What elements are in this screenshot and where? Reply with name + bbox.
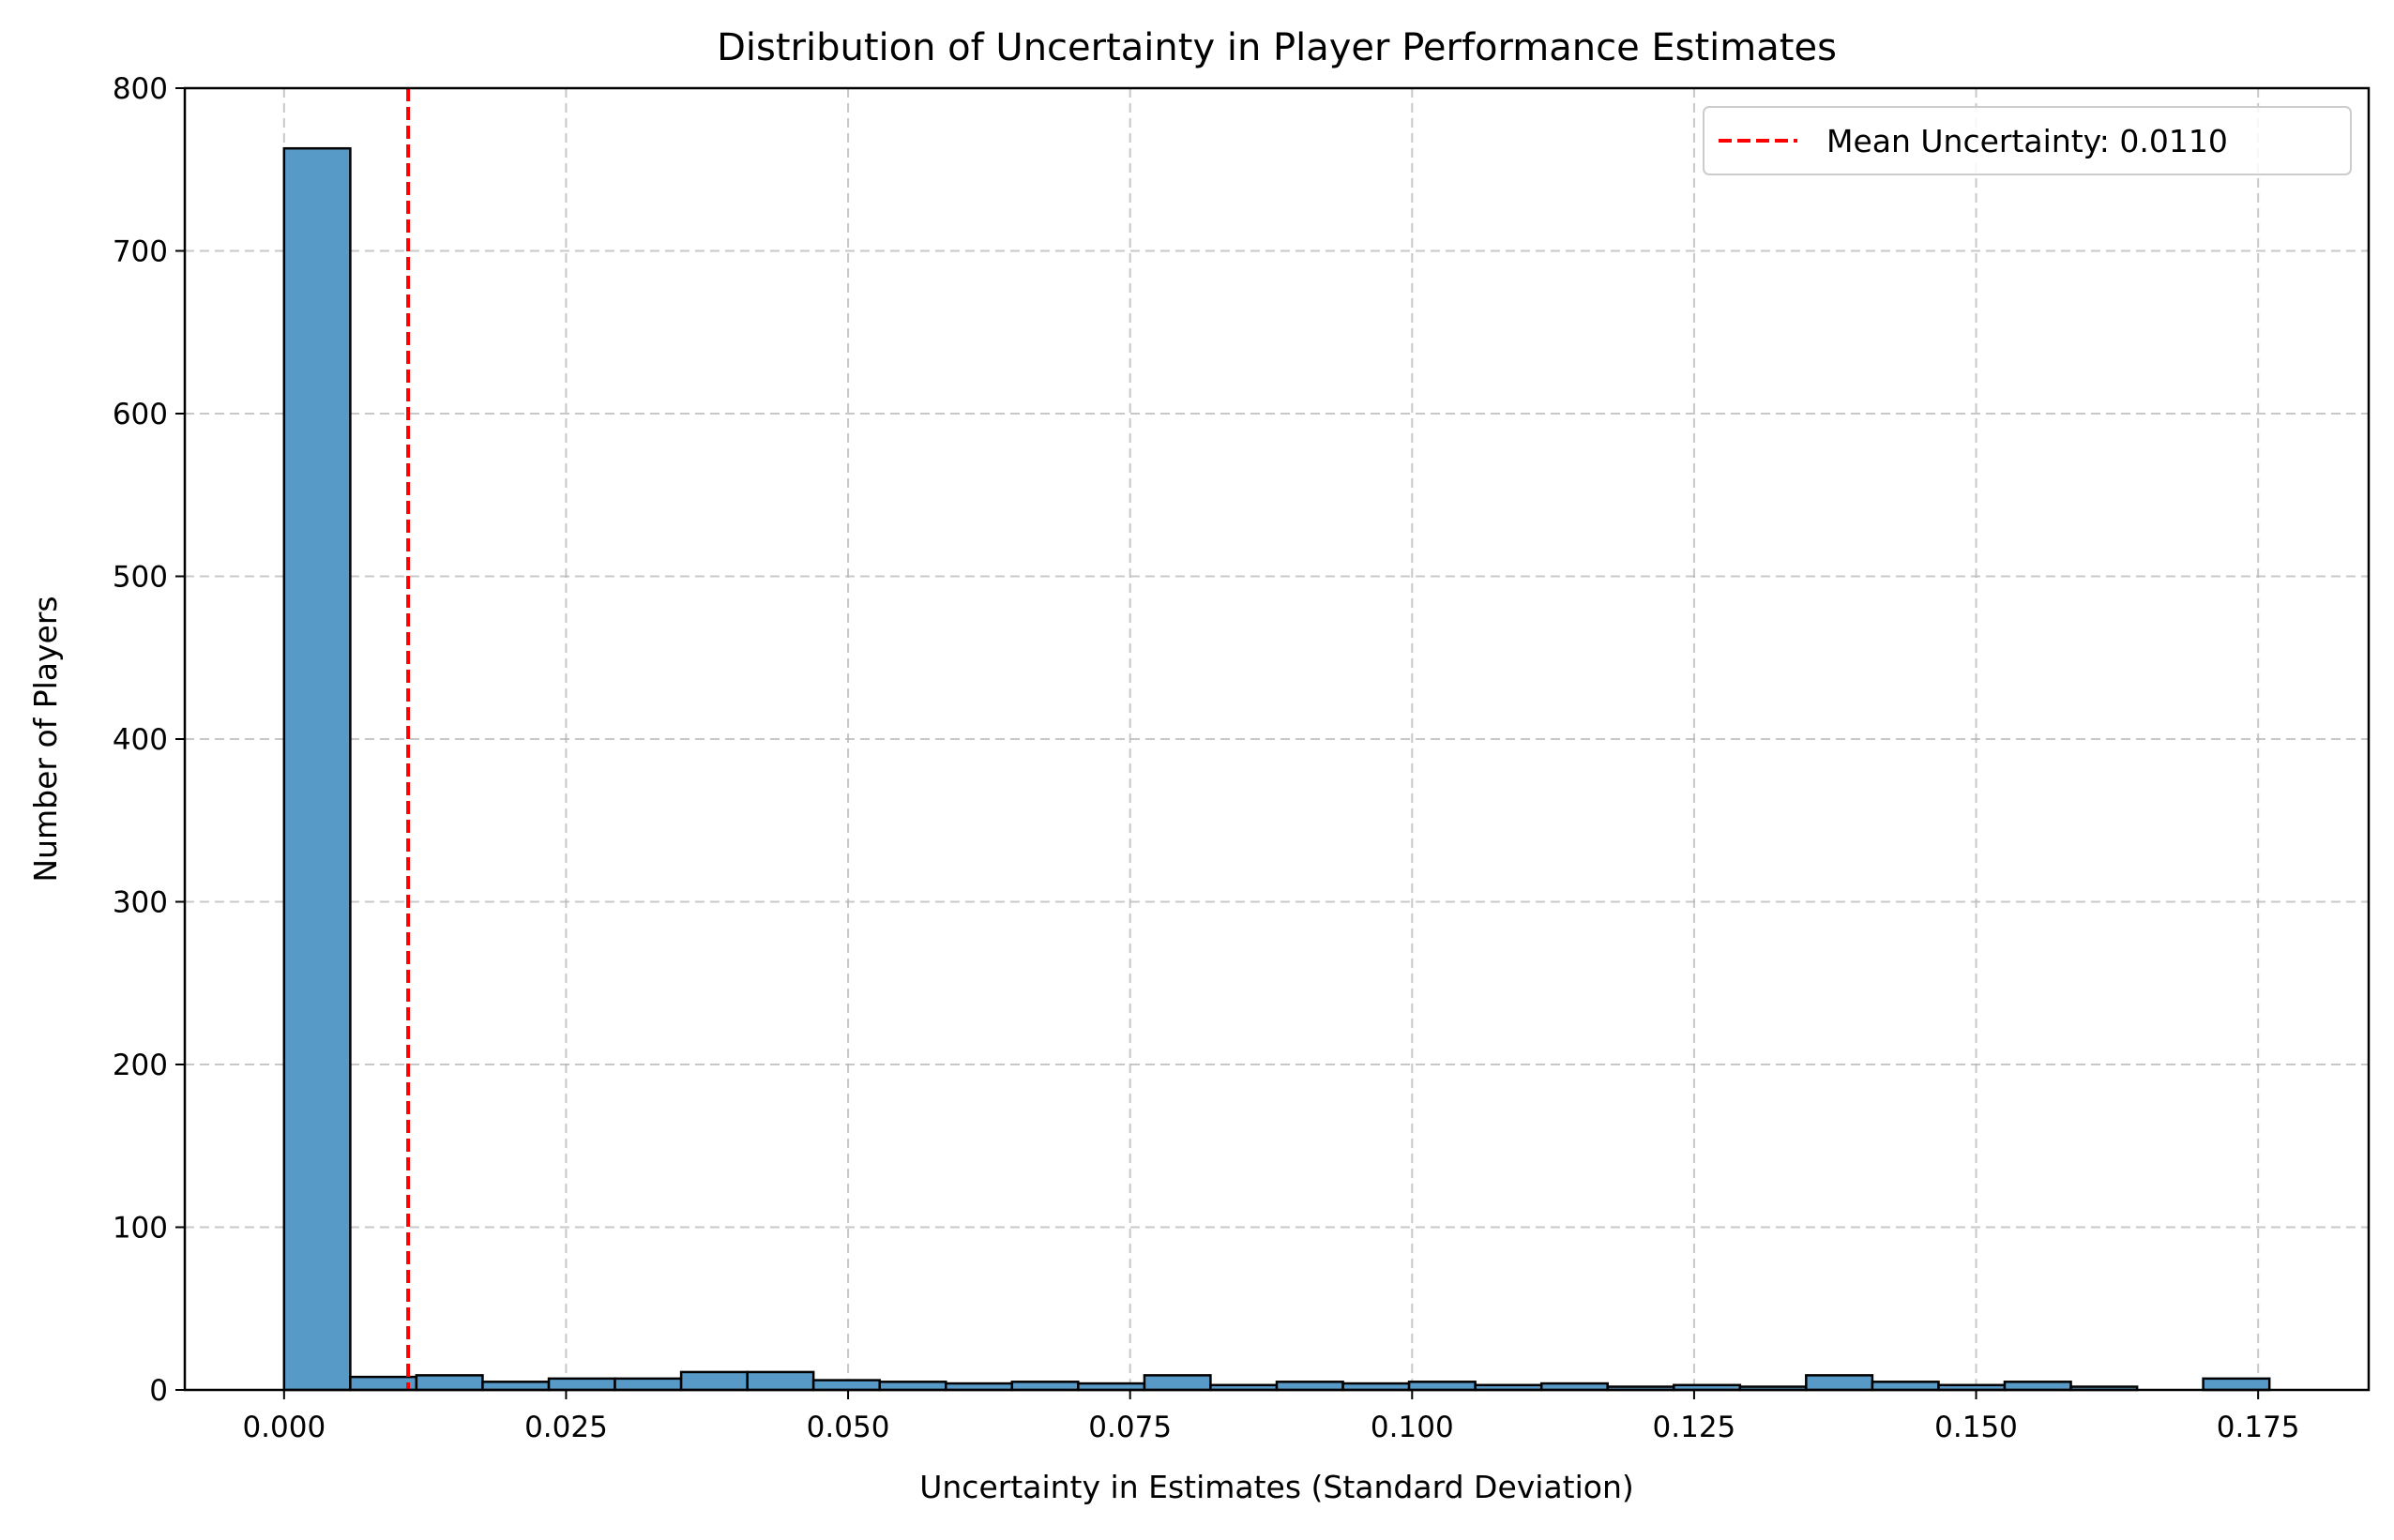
histogram-bar-17 [1407, 1381, 1477, 1392]
x-tick-label-6: 0.150 [1934, 1411, 2018, 1444]
y-tick-label-7: 700 [113, 235, 168, 269]
legend-label: Mean Uncertainty: 0.0110 [1826, 123, 2228, 159]
histogram-bar-5 [614, 1377, 683, 1392]
plot-frame [183, 86, 2371, 1392]
x-tick-label-1: 0.025 [524, 1411, 608, 1444]
y-tick-label-4: 400 [113, 723, 168, 757]
x-tick-label-5: 0.125 [1653, 1411, 1736, 1444]
x-tick-label-3: 0.075 [1088, 1411, 1172, 1444]
y-tick-label-5: 500 [113, 561, 168, 595]
histogram-bar-26 [2003, 1381, 2072, 1392]
x-axis-label: Uncertainty in Estimates (Standard Devia… [919, 1469, 1634, 1505]
y-tick-label-6: 600 [113, 398, 168, 431]
y-tick-label-2: 200 [113, 1049, 168, 1082]
histogram-bar-9 [878, 1381, 947, 1392]
legend: Mean Uncertainty: 0.0110 [1703, 106, 2352, 175]
histogram-bar-23 [1805, 1374, 1874, 1392]
histogram-bar-29 [2202, 1377, 2271, 1392]
histogram-bar-3 [481, 1381, 551, 1392]
histogram-bar-11 [1010, 1381, 1080, 1392]
y-tick-label-1: 100 [113, 1212, 168, 1246]
x-tick-label-4: 0.100 [1371, 1411, 1454, 1444]
y-tick-label-3: 300 [113, 886, 168, 920]
histogram-bar-6 [679, 1370, 749, 1392]
histogram-bar-15 [1275, 1381, 1344, 1392]
y-axis-label: Number of Players [27, 596, 64, 882]
histogram-bar-24 [1871, 1381, 1940, 1392]
grid-layer [185, 88, 2369, 1390]
bars-layer [282, 146, 2271, 1392]
histogram-bar-2 [415, 1374, 484, 1392]
ticks-layer: 0.000 0.025 0.050 0.075 0.100 0.125 0.150 0.175… [113, 72, 2300, 1444]
x-tick-label-7: 0.175 [2217, 1411, 2300, 1444]
histogram-bar-0 [282, 146, 352, 1392]
x-tick-label-0: 0.000 [242, 1411, 326, 1444]
histogram-bar-13 [1143, 1374, 1212, 1392]
legend-box [1703, 106, 2352, 175]
y-tick-label-0: 0 [149, 1374, 168, 1408]
histogram-bar-4 [547, 1377, 616, 1392]
x-tick-label-2: 0.050 [807, 1411, 890, 1444]
histogram-bar-7 [746, 1370, 815, 1392]
histogram-bar-8 [811, 1379, 881, 1392]
y-tick-label-8: 800 [113, 72, 168, 106]
chart-title: Distribution of Uncertainty in Player Pe… [717, 26, 1837, 69]
